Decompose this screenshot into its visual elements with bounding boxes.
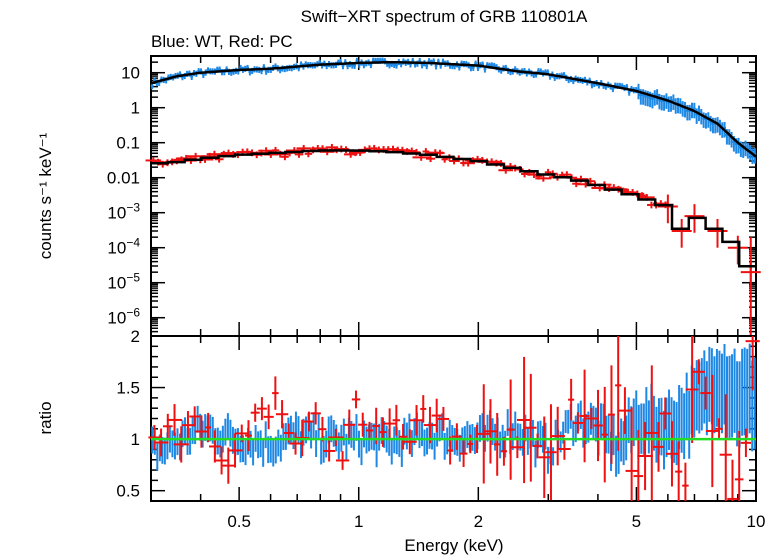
y-tick-label: 0.5 (116, 482, 140, 501)
spectrum-y-axis-label: counts s⁻¹ keV⁻¹ (36, 132, 55, 259)
pc-spectrum-series (145, 143, 761, 336)
ratio-panel: 0.5 1 1.5 2 0.5 1 2 5 10 ratio Energy (keV) (36, 327, 765, 555)
y-tick-label: 10 (121, 64, 140, 83)
y-tick-label: 0.01 (107, 169, 140, 188)
spectrum-frame (150, 55, 757, 337)
y-tick-label: 2 (131, 327, 140, 346)
pc-model-curve (151, 149, 756, 268)
x-tick-label: 10 (747, 512, 766, 531)
spectrum-y-tick-labels: 10 1 0.1 0.01 10−3 10−4 10−5 10−6 (107, 64, 140, 328)
x-axis-label: Energy (keV) (404, 536, 503, 555)
model-curves (150, 60, 757, 268)
y-tick-label: 10−3 (107, 201, 140, 223)
spectrum-ticks (150, 55, 757, 337)
x-tick-labels: 0.5 1 2 5 10 (227, 512, 765, 531)
y-tick-label: 1 (131, 99, 140, 118)
x-tick-label: 0.5 (227, 512, 251, 531)
ratio-y-axis-label: ratio (36, 401, 55, 434)
wt-model-curve (150, 60, 757, 158)
y-tick-label: 10−4 (107, 236, 140, 258)
pc-ratio-series (148, 336, 760, 501)
y-tick-label: 0.1 (116, 134, 140, 153)
ratio-y-tick-labels: 0.5 1 1.5 2 (116, 327, 140, 501)
y-tick-label: 1 (131, 430, 140, 449)
x-tick-label: 5 (632, 512, 641, 531)
spectrum-panel: 10 1 0.1 0.01 10−3 10−4 10−5 10−6 counts s⁻¹ ke… (36, 55, 761, 337)
y-tick-label: 10−5 (107, 271, 140, 293)
y-tick-label: 10−6 (107, 306, 140, 328)
y-tick-label: 1.5 (116, 379, 140, 398)
x-tick-label: 1 (354, 512, 363, 531)
x-tick-label: 2 (474, 512, 483, 531)
wt-spectrum-series (150, 57, 757, 164)
chart-subtitle: Blue: WT, Red: PC (151, 32, 293, 51)
chart-title: Swift−XRT spectrum of GRB 110801A (301, 7, 588, 26)
